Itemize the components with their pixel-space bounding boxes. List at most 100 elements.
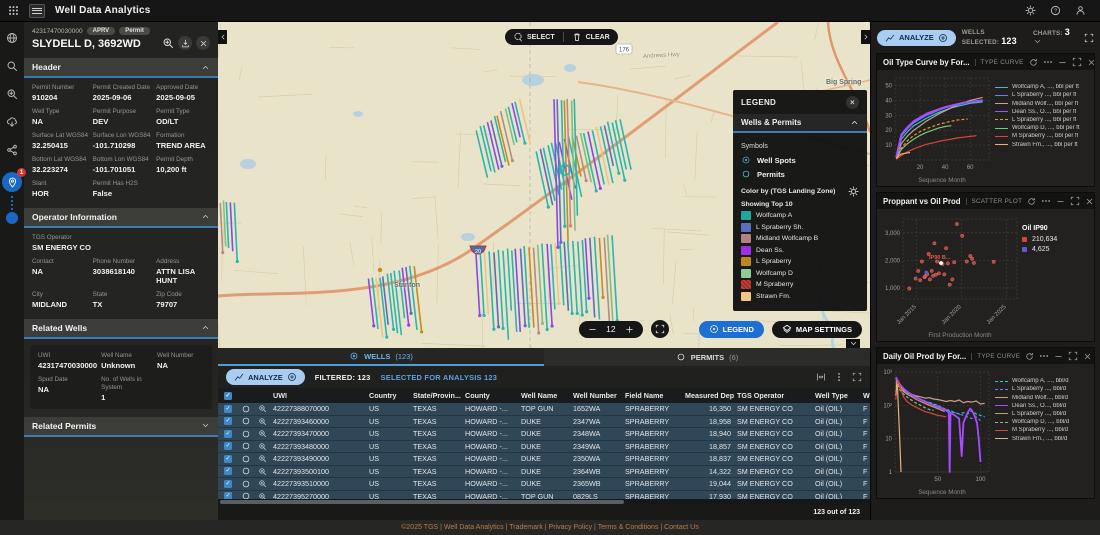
legend-entry[interactable]: Strawn Fm. xyxy=(741,291,859,301)
column-header[interactable]: We xyxy=(863,391,870,400)
tgs-logo[interactable] xyxy=(29,3,45,18)
table-row[interactable]: ✓ 42227393510000 US TEXAS HOWARD -... DUKE 236… xyxy=(218,478,870,491)
table-row[interactable]: ✓ 42227393470000 US TEXAS HOWARD -... DUKE 234… xyxy=(218,428,870,441)
select-button[interactable]: SELECT xyxy=(513,32,555,42)
chart-legend-item[interactable]: Wolfcamp A, ..., bbl/d xyxy=(995,378,1092,384)
row-checkbox[interactable]: ✓ xyxy=(224,429,232,438)
expand-chart-icon[interactable] xyxy=(1068,351,1078,361)
zoom-to-well-icon[interactable] xyxy=(162,37,174,49)
legend-entry[interactable]: Midland Wolfcamp B xyxy=(741,234,859,243)
legend-entry[interactable]: L Spraberry xyxy=(741,257,859,266)
help-icon[interactable]: ? xyxy=(1050,5,1061,16)
close-chart-icon[interactable] xyxy=(1083,352,1092,361)
settings-gear-icon[interactable] xyxy=(1025,5,1036,16)
column-header[interactable]: Well Number xyxy=(573,391,617,400)
chart-options-icon[interactable] xyxy=(1041,196,1051,206)
well-dot-indicator[interactable] xyxy=(6,212,18,224)
zoom-to-row-icon[interactable] xyxy=(254,467,270,476)
layers-globe-icon[interactable] xyxy=(6,32,18,44)
chart-legend-item[interactable]: 210,634 xyxy=(1022,236,1092,243)
chart-legend-item[interactable]: L Spraberry ..., bbl/d xyxy=(995,386,1092,392)
chart-legend-item[interactable]: L Spraberry ..., bbl/d xyxy=(995,411,1092,417)
legend-entry[interactable]: Wolfcamp D xyxy=(741,268,859,278)
legend-entry[interactable]: L Spraberry Sh. xyxy=(741,222,859,232)
charts-count-stat[interactable]: CHARTS: 3 xyxy=(1033,27,1072,48)
refresh-chart-icon[interactable] xyxy=(1027,197,1036,206)
zoom-to-row-icon[interactable] xyxy=(254,429,270,438)
table-row[interactable]: ✓ 42227393490000 US TEXAS HOWARD -... DUKE 235… xyxy=(218,453,870,466)
row-checkbox[interactable]: ✓ xyxy=(224,417,232,426)
chart-legend-item[interactable]: M Spraberry ..., bbl/d xyxy=(995,427,1092,433)
collapse-right-panel-handle[interactable] xyxy=(861,30,870,44)
column-header[interactable]: State/Provin... xyxy=(413,391,461,400)
collapse-left-panel-handle[interactable] xyxy=(218,30,227,44)
column-header[interactable]: Well Name xyxy=(521,391,558,400)
expand-chart-icon[interactable] xyxy=(1072,57,1082,67)
table-row[interactable]: ✓ 42227395270000 US TEXAS HOWARD -... TOP GUN… xyxy=(218,490,870,499)
section-related-wells[interactable]: Related Wells xyxy=(24,318,218,339)
expand-table-icon[interactable] xyxy=(852,372,862,382)
clear-button[interactable]: CLEAR xyxy=(572,32,610,42)
chart-legend-item[interactable]: Midland Wolf..., bbl per ft xyxy=(995,101,1092,107)
share-icon[interactable] xyxy=(6,144,18,156)
expand-chart-icon[interactable] xyxy=(1070,196,1080,206)
legend-toggle-button[interactable]: LEGEND xyxy=(698,320,764,338)
legend-entry[interactable]: Wolfcamp A xyxy=(741,211,859,220)
apps-grid-icon[interactable] xyxy=(8,5,19,16)
user-account-icon[interactable] xyxy=(1075,5,1086,16)
column-header[interactable]: UWI xyxy=(273,391,287,400)
column-header[interactable]: County xyxy=(465,391,490,400)
location-pin-button[interactable]: 1 xyxy=(2,168,26,192)
close-chart-icon[interactable] xyxy=(1085,197,1094,206)
column-header[interactable]: Well Type xyxy=(815,391,848,400)
table-analyze-button[interactable]: ANALYZE xyxy=(226,369,305,385)
chart-legend-item[interactable]: L Spraberry ..., bbl per ft xyxy=(995,92,1092,98)
zoom-to-row-icon[interactable] xyxy=(254,479,270,488)
table-row[interactable]: ✓ 42227393500100 US TEXAS HOWARD -... DUKE 236… xyxy=(218,465,870,478)
zoom-out-button[interactable] xyxy=(588,325,597,334)
chart-legend-item[interactable]: M Spraberry ..., bbl per ft xyxy=(995,133,1092,139)
chart-plot[interactable]: 1 10 10² 10³ 50 100 Sequence Month xyxy=(877,366,995,496)
legend-section-wells-permits[interactable]: Wells & Permits xyxy=(733,114,867,133)
chart-legend-item[interactable]: 4,625 xyxy=(1022,246,1092,253)
chart-legend-item[interactable]: Wolfcamp A, ..., bbl per ft xyxy=(995,84,1092,90)
zoom-to-row-icon[interactable] xyxy=(254,442,270,451)
search-zoom-icon[interactable] xyxy=(6,88,18,100)
horizontal-scrollbar[interactable] xyxy=(218,499,870,505)
minimize-chart-icon[interactable] xyxy=(1058,58,1067,67)
minimize-chart-icon[interactable] xyxy=(1056,197,1065,206)
chart-legend-item[interactable]: Midland Wolf..., bbl/d xyxy=(995,395,1092,401)
zoom-to-row-icon[interactable] xyxy=(254,454,270,463)
table-row[interactable]: ✓ 42227393460000 US TEXAS HOWARD -... DUKE 234… xyxy=(218,415,870,428)
expand-panel-icon[interactable] xyxy=(1084,33,1094,43)
scroll-down-handle[interactable] xyxy=(846,339,860,348)
zoom-to-row-icon[interactable] xyxy=(254,492,270,499)
map-canvas[interactable]: 176 20 Stanton Big Spring Andrews Hwy SEL… xyxy=(218,22,870,348)
download-well-button[interactable] xyxy=(178,36,192,50)
row-checkbox[interactable]: ✓ xyxy=(224,404,232,413)
refresh-chart-icon[interactable] xyxy=(1029,58,1038,67)
tab-permits[interactable]: PERMITS (6) xyxy=(544,348,870,366)
chart-legend-item[interactable]: Wolfcamp D, ..., bbl per ft xyxy=(995,125,1092,131)
zoom-to-row-icon[interactable] xyxy=(254,417,270,426)
chart-options-icon[interactable] xyxy=(1043,57,1053,67)
tab-wells[interactable]: WELLS (123) xyxy=(218,348,544,366)
chart-options-icon[interactable] xyxy=(1039,351,1049,361)
legend-close-button[interactable]: × xyxy=(846,96,859,109)
column-header[interactable]: Measured Depth xyxy=(685,391,734,400)
search-icon[interactable] xyxy=(6,60,18,72)
chart-legend-item[interactable]: L Spraberry ..., bbl per ft xyxy=(995,117,1092,123)
minimize-chart-icon[interactable] xyxy=(1054,352,1063,361)
chart-legend-item[interactable]: Wolfcamp D, ..., bbl/d xyxy=(995,419,1092,425)
column-header[interactable]: Country xyxy=(369,391,397,400)
table-row[interactable]: ✓ 42227388070000 US TEXAS HOWARD -... TOP GUN… xyxy=(218,403,870,416)
color-settings-gear-icon[interactable] xyxy=(848,186,859,197)
row-checkbox[interactable]: ✓ xyxy=(224,467,232,476)
legend-entry[interactable]: M Spraberry xyxy=(741,280,859,289)
column-header[interactable]: TGS Operator xyxy=(737,391,785,400)
chart-legend-item[interactable]: Dean Ss., O..., bbl/d xyxy=(995,403,1092,409)
row-checkbox[interactable]: ✓ xyxy=(224,442,232,451)
fit-columns-icon[interactable] xyxy=(816,372,826,382)
map-settings-button[interactable]: MAP SETTINGS xyxy=(771,320,862,338)
